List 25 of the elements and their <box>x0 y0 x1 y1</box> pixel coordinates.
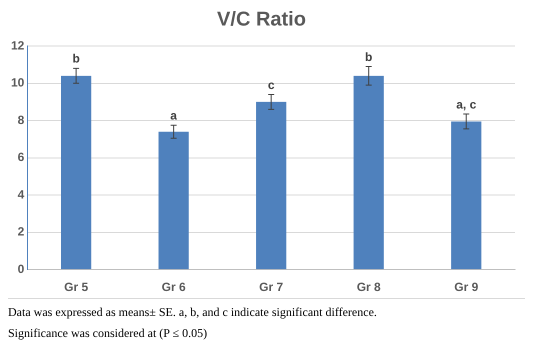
text: Data was expressed as means± SE. a, b, and c indicate significant difference. <box>8 305 378 320</box>
x-tick-label: Gr 5 <box>64 280 88 294</box>
annotation: a, c <box>456 97 477 112</box>
text: Significance was considered at (P ≤ 0.05) <box>8 326 208 341</box>
bar <box>158 132 189 270</box>
bar <box>451 121 482 270</box>
y-tick-label: 2 <box>18 224 25 239</box>
y-tick-label: 6 <box>18 150 25 164</box>
annotation: c <box>268 78 275 92</box>
chart-title: V/C Ratio <box>217 8 306 31</box>
bar <box>354 76 384 270</box>
bar <box>256 102 286 270</box>
y-tick-label: 4 <box>18 187 25 202</box>
y-tick-label: 0 <box>18 262 25 276</box>
annotation: b <box>365 50 372 64</box>
y-tick-label: 10 <box>10 76 25 90</box>
y-tick-label: 12 <box>10 38 25 52</box>
annotation: b <box>72 52 80 66</box>
x-tick-label: Gr 6 <box>162 280 186 294</box>
bar <box>60 76 92 270</box>
y-tick-label: 8 <box>18 112 25 127</box>
x-tick-label: Gr 9 <box>454 280 479 294</box>
x-tick-label: Gr 8 <box>356 280 382 294</box>
annotation: a <box>170 108 178 123</box>
x-tick-label: Gr 7 <box>259 280 284 294</box>
